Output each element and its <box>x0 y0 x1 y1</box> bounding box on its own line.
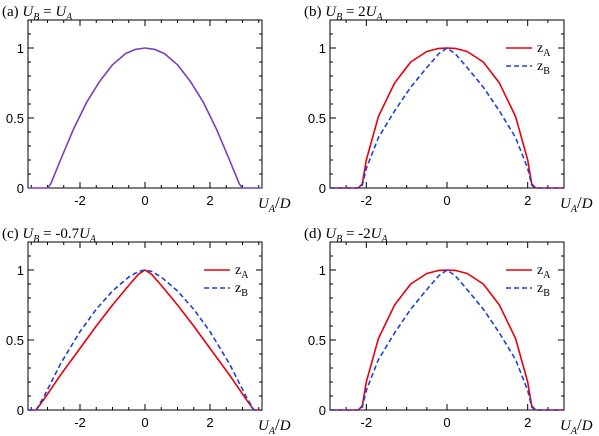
series-line <box>330 269 564 411</box>
y-tick-label: 0 <box>319 181 326 196</box>
x-tick-label: -2 <box>361 193 373 208</box>
x-tick-label: 2 <box>206 193 213 208</box>
plot-frame <box>27 241 263 411</box>
x-tick-label: -2 <box>74 415 86 430</box>
x-tick-label: 0 <box>141 193 148 208</box>
series-line <box>28 47 262 189</box>
x-tick-label: 2 <box>524 193 531 208</box>
y-tick-label: 1 <box>17 41 24 56</box>
y-tick-label: 0 <box>319 403 326 418</box>
series-line <box>330 269 564 411</box>
y-tick-label: 0.5 <box>308 333 326 348</box>
y-tick-label: 0.5 <box>6 333 24 348</box>
legend-label: zB <box>537 281 550 299</box>
series-line <box>28 269 262 411</box>
legend-label: zB <box>235 281 248 299</box>
y-tick-label: 1 <box>17 263 24 278</box>
series-line <box>28 269 262 411</box>
y-tick-label: 0 <box>17 181 24 196</box>
legend-label: zA <box>537 41 551 59</box>
series-line <box>330 47 564 189</box>
legend-label: zB <box>537 59 550 77</box>
panel-title: (d) UB = -2UA <box>304 226 389 245</box>
panel-title: (a) UB = UA <box>2 4 73 23</box>
legend-label: zA <box>537 263 551 281</box>
y-tick-label: 0.5 <box>6 111 24 126</box>
y-tick-label: 1 <box>319 263 326 278</box>
x-tick-label: -2 <box>361 415 373 430</box>
x-axis-label: UA/D <box>258 415 291 436</box>
x-tick-label: -2 <box>74 193 86 208</box>
panel-title: (c) UB = -0.7UA <box>2 226 97 245</box>
x-tick-label: 0 <box>443 193 450 208</box>
y-tick-label: 0 <box>17 403 24 418</box>
x-axis-label: UA/D <box>560 193 593 215</box>
x-tick-label: 0 <box>141 415 148 430</box>
x-tick-label: 0 <box>443 415 450 430</box>
series-line <box>330 47 564 189</box>
panel-a: (a) UB = UA -2 0 2 0 0.5 1 UA/D <box>2 4 291 215</box>
x-tick-label: 2 <box>524 415 531 430</box>
y-tick-label: 1 <box>319 41 326 56</box>
plot-frame <box>27 19 263 189</box>
legend-label: zA <box>235 263 249 281</box>
x-axis-label: UA/D <box>560 415 593 436</box>
y-tick-label: 0.5 <box>308 111 326 126</box>
x-axis-label: UA/D <box>258 193 291 215</box>
panel-title: (b) UB = 2UA <box>304 4 384 23</box>
x-tick-label: 2 <box>206 415 213 430</box>
